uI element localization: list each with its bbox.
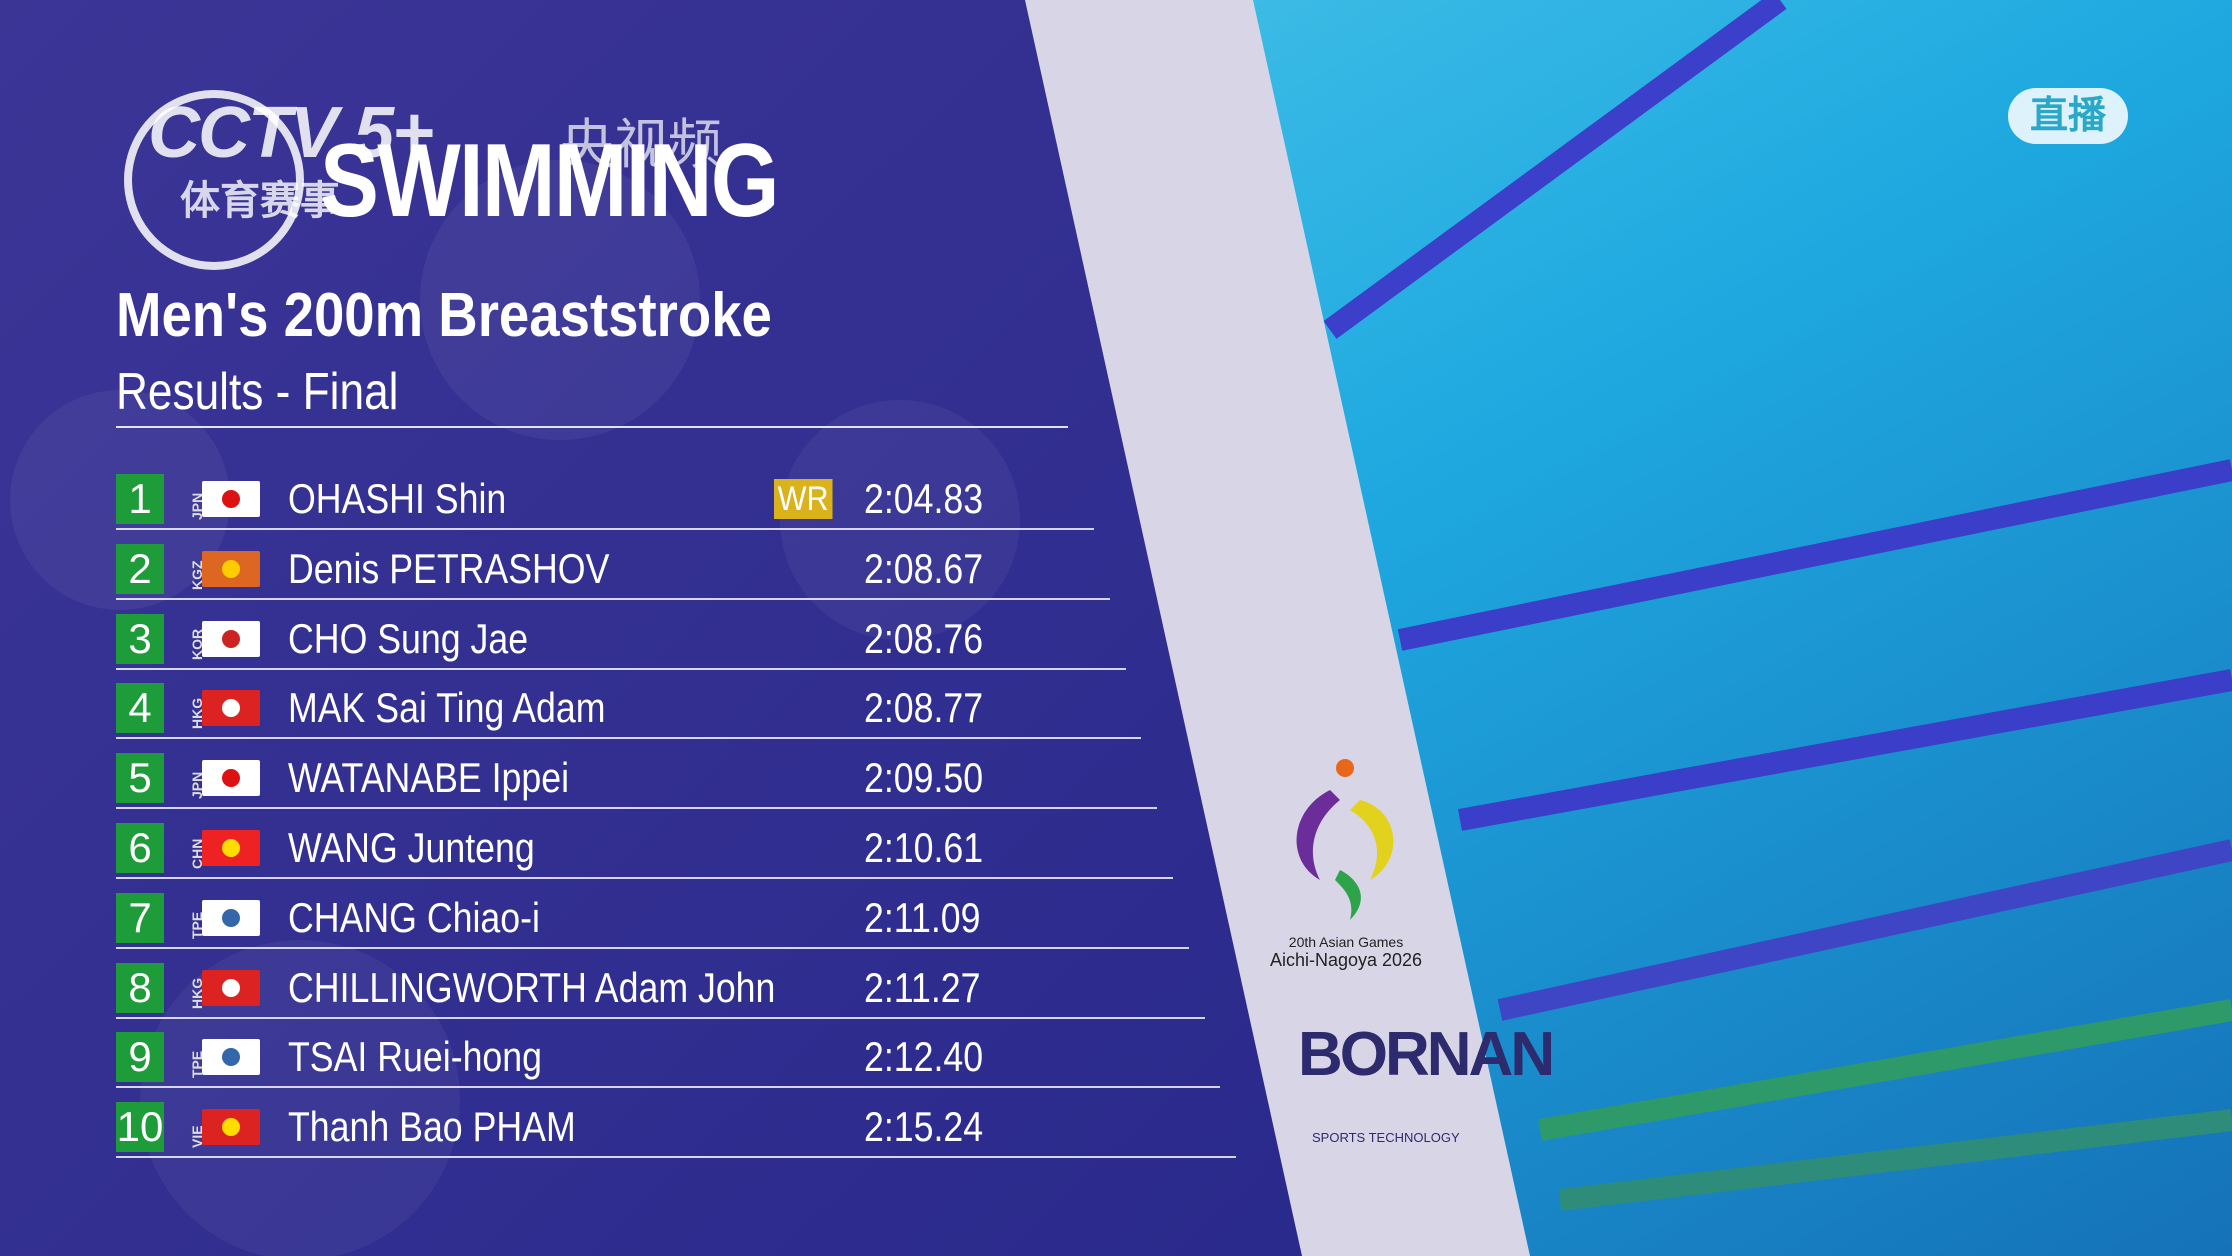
flag-emblem xyxy=(222,1118,240,1137)
event-subtitle: Results - Final xyxy=(116,363,399,421)
finish-time: 2:11.27 xyxy=(864,963,981,1011)
country-flag xyxy=(202,481,260,517)
rank-badge: 5 xyxy=(116,753,164,804)
finish-time: 2:04.83 xyxy=(864,475,984,522)
rank-badge: 2 xyxy=(116,543,164,594)
row-divider xyxy=(116,667,1126,670)
rank-badge: 6 xyxy=(116,823,164,873)
divider xyxy=(116,426,1068,428)
flag-emblem xyxy=(222,699,240,718)
row-divider xyxy=(116,946,1189,949)
sport-title: SWIMMING xyxy=(320,123,780,239)
finish-time: 2:10.61 xyxy=(864,824,984,871)
rank-badge: 4 xyxy=(116,683,164,734)
rank-badge: 9 xyxy=(116,1032,164,1083)
row-divider xyxy=(116,1156,1237,1159)
athlete-name: OHASHI Shin xyxy=(288,475,507,522)
flag-emblem xyxy=(222,978,240,997)
finish-time: 2:15.24 xyxy=(864,1103,984,1151)
athlete-name: CHANG Chiao-i xyxy=(288,893,540,941)
rank-badge: 8 xyxy=(116,962,164,1013)
record-badge: WR xyxy=(774,479,833,519)
finish-time: 2:09.50 xyxy=(864,754,984,802)
athlete-name: MAK Sai Ting Adam xyxy=(288,684,606,732)
rank-badge: 7 xyxy=(116,892,164,943)
broadcaster-logo: CCTV 5+ xyxy=(148,93,434,173)
athlete-name: CHILLINGWORTH Adam John xyxy=(288,963,776,1011)
athlete-name: WANG Junteng xyxy=(288,824,535,871)
country-flag xyxy=(202,760,260,797)
flag-emblem xyxy=(222,839,240,857)
row-divider xyxy=(116,1086,1221,1089)
rank-badge: 10 xyxy=(116,1102,164,1153)
games-edition: 20th Asian Games xyxy=(1288,934,1404,950)
finish-time: 2:08.77 xyxy=(864,684,984,732)
athlete-name: CHO Sung Jae xyxy=(288,614,529,662)
live-badge: 直播 xyxy=(2008,88,2128,144)
athlete-name: Denis PETRASHOV xyxy=(288,544,610,592)
country-flag xyxy=(202,830,260,866)
games-host: Aichi-Nagoya 2026 xyxy=(1269,950,1423,970)
flag-emblem xyxy=(222,490,240,508)
row-divider xyxy=(116,528,1094,530)
flag-emblem xyxy=(222,559,240,578)
row-divider xyxy=(116,807,1158,810)
country-flag xyxy=(202,1109,260,1146)
flag-emblem xyxy=(222,629,240,648)
cctv-ring xyxy=(124,90,304,270)
finish-time: 2:08.76 xyxy=(864,614,984,662)
lane-ropes xyxy=(1323,0,2232,1211)
channel-label: 体育赛事 xyxy=(180,179,340,223)
country-flag xyxy=(202,899,260,936)
row-divider xyxy=(116,1016,1205,1019)
finish-time: 2:08.67 xyxy=(864,544,984,592)
flag-emblem xyxy=(222,1048,240,1067)
flag-emblem xyxy=(222,908,240,927)
asian-games-emblem xyxy=(1296,759,1394,920)
flag-emblem xyxy=(222,769,240,788)
athlete-name: TSAI Ruei-hong xyxy=(288,1033,543,1081)
finish-time: 2:11.09 xyxy=(864,893,981,941)
timing-tagline: SPORTS TECHNOLOGY xyxy=(1312,1130,1460,1145)
athlete-name: Thanh Bao PHAM xyxy=(288,1103,576,1151)
athlete-name: WATANABE Ippei xyxy=(288,754,570,802)
country-flag xyxy=(202,550,260,587)
rank-badge: 1 xyxy=(116,474,164,524)
timing-logo: BORNAN xyxy=(1298,1020,1555,1089)
row-divider xyxy=(116,877,1173,879)
country-flag xyxy=(202,620,260,657)
rank-badge: 3 xyxy=(116,613,164,664)
row-divider xyxy=(116,597,1110,600)
row-divider xyxy=(116,737,1142,740)
country-flag xyxy=(202,690,260,727)
country-flag xyxy=(202,969,260,1006)
event-title: Men's 200m Breaststroke xyxy=(116,281,772,350)
app-logo: 央视频 xyxy=(560,115,722,175)
country-flag xyxy=(202,1039,260,1076)
panel xyxy=(0,0,1302,1256)
finish-time: 2:12.40 xyxy=(864,1033,984,1081)
